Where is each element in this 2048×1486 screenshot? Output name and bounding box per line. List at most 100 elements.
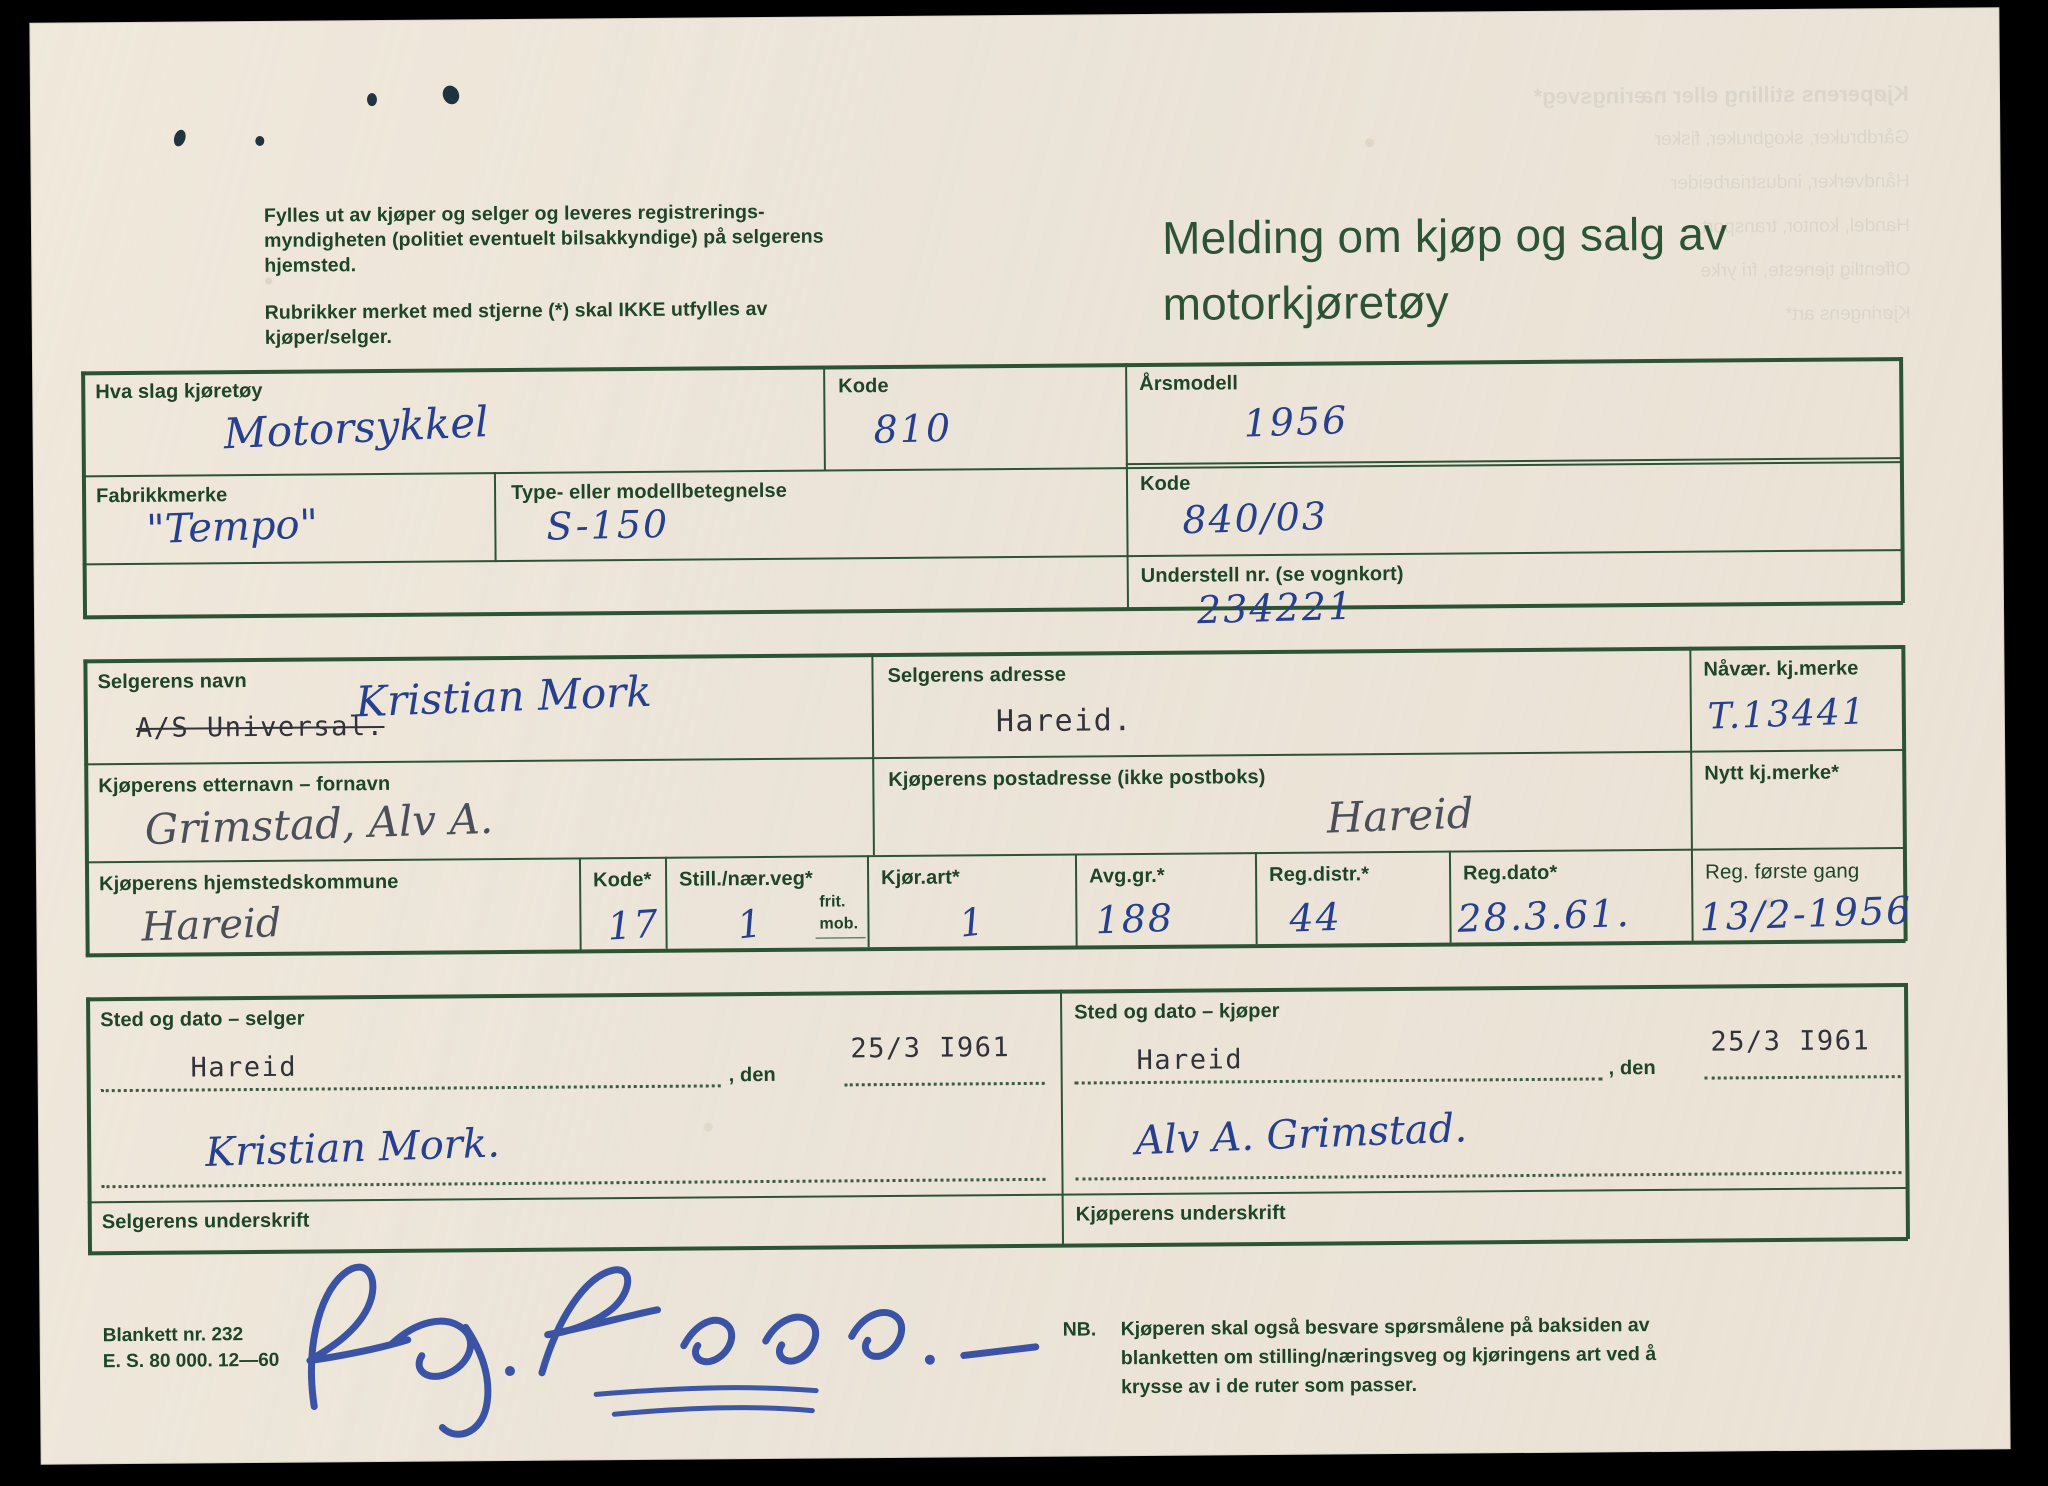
label-den-buyer: , den [1608, 1057, 1656, 1080]
fill-line-place-buyer [1074, 1077, 1603, 1085]
rule [81, 371, 88, 618]
label-buyer-signature: Kjøperens underskrift [1075, 1201, 1286, 1226]
fill-line-date-buyer [1704, 1075, 1901, 1080]
value-buyer-address: Hareid [1325, 788, 1475, 843]
label-vehicle-kind-code: Kode [838, 375, 889, 398]
rule [87, 1187, 1908, 1204]
ink-speck [171, 128, 188, 148]
rule [1125, 363, 1130, 610]
fill-line-seller-signature [101, 1177, 1046, 1189]
rule [1899, 357, 1905, 604]
rule [578, 857, 582, 950]
rule [84, 749, 1905, 766]
instructions-paragraph-1: Fylles ut av kjøper og selger og leveres… [263, 200, 824, 277]
rule [86, 983, 1906, 1002]
label-place-date-buyer: Sted og dato – kjøper [1074, 999, 1280, 1024]
nb-tag: NB. [1062, 1318, 1097, 1341]
print-run: E. S. 80 000. 12—60 [102, 1349, 280, 1373]
bleed-line: Gårdbruker, skogbruker, fisker [1654, 126, 1910, 150]
rule [86, 997, 93, 1254]
rule [1074, 853, 1078, 946]
label-seller-signature: Selgerens underskrift [101, 1209, 310, 1234]
rule [493, 472, 497, 563]
rule [84, 847, 1905, 864]
rule [823, 365, 826, 470]
label-first-reg: Reg. første gang [1704, 859, 1860, 884]
value-date-seller: 25/3 I961 [850, 1032, 1011, 1065]
label-seller-address: Selgerens adresse [887, 663, 1067, 688]
ink-speck [366, 93, 378, 107]
label-vehicle-kind: Hva slag kjøretøy [95, 379, 263, 404]
label-type-designation: Type- eller modellbetegnelse [510, 479, 788, 504]
value-make-code: 840/03 [1181, 494, 1329, 543]
page-title-line-1: Melding om kjøp og salg av [1161, 207, 1728, 264]
value-model-year: 1956 [1242, 398, 1349, 446]
rule [88, 1237, 1908, 1256]
label-new-plate: Nytt kj.merke* [1704, 761, 1840, 785]
fill-line-place-seller [100, 1084, 721, 1093]
value-seller-name-struck: A/S Universal. [135, 710, 385, 744]
value-fee-group: 188 [1094, 895, 1175, 943]
label-fee-group: Avg.gr.* [1089, 864, 1165, 888]
value-date-buyer: 25/3 I961 [1710, 1025, 1871, 1058]
rule [1689, 646, 1693, 849]
form-sheet: Kjøperens stilling eller næringsveg* Går… [30, 8, 2010, 1464]
label-driving-type: Kjør.art* [881, 866, 960, 890]
value-place-seller: Hareid [190, 1051, 298, 1084]
value-buyer-signature: Alv A. Grimstad. [1134, 1105, 1468, 1165]
ink-speck [439, 83, 462, 107]
value-seller-address: Hareid. [995, 703, 1133, 740]
rule [81, 357, 1902, 376]
label-chassis-number: Understell nr. (se vognkort) [1140, 562, 1404, 588]
label-occupation-mob: mob. [819, 915, 859, 933]
value-first-reg: 13/2-1956 [1698, 888, 1913, 940]
label-place-date-seller: Sted og dato – selger [100, 1007, 305, 1032]
label-occupation-road: Still./nær.veg* [679, 867, 813, 891]
value-vehicle-kind-code: 810 [873, 405, 953, 452]
label-occupation-frit: frit. [819, 893, 846, 911]
rule [664, 856, 668, 949]
form-number: Blankett nr. 232 [102, 1324, 244, 1347]
label-model-year: Årsmodell [1139, 372, 1239, 396]
label-municipality-code: Kode* [593, 868, 652, 892]
ink-speck [255, 135, 265, 146]
bleed-heading: Kjøperens stilling eller næringsveg* [1533, 80, 1910, 109]
rule [815, 937, 866, 939]
value-seller-signature: Kristian Mork. [204, 1120, 501, 1176]
instructions-paragraph-2: Rubrikker merket med stjerne (*) skal IK… [264, 297, 768, 349]
value-current-plate: T.13441 [1707, 691, 1868, 738]
value-reg-date: 28.3.61. [1456, 890, 1632, 941]
label-seller-name: Selgerens navn [97, 670, 247, 694]
value-type-designation: S-150 [545, 501, 670, 549]
value-place-buyer: Hareid [1136, 1044, 1244, 1077]
rule [1059, 989, 1065, 1246]
nb-note: NB. Kjøperen skal også besvare spørsmåle… [1063, 1311, 1724, 1403]
rule [82, 549, 1903, 566]
label-buyer-name: Kjøperens etternavn – fornavn [98, 772, 391, 798]
fill-line-buyer-signature [1075, 1171, 1902, 1181]
rule [1448, 850, 1452, 943]
value-buyer-name: Grimstad, Alv A. [143, 793, 494, 855]
value-vehicle-kind: Motorsykkel [222, 397, 490, 459]
value-seller-name: Kristian Mork [354, 666, 653, 727]
fill-line-date-seller [844, 1081, 1045, 1087]
label-make-code: Kode [1139, 472, 1191, 496]
rule [83, 601, 1903, 620]
label-buyer-municipality: Kjøperens hjemstedskommune [99, 870, 399, 896]
label-buyer-address: Kjøperens postadresse (ikke postboks) [888, 766, 1266, 792]
label-den-seller: , den [728, 1063, 776, 1087]
value-chassis-number: 234221 [1196, 583, 1355, 633]
form-number-block: Blankett nr. 232 E. S. 80 000. 12—60 [103, 1322, 280, 1375]
label-current-plate: Nåvær. kj.merke [1703, 657, 1859, 681]
rule [1254, 852, 1258, 945]
value-buyer-municipality: Hareid [140, 900, 283, 951]
label-reg-date: Reg.dato* [1463, 861, 1558, 885]
rule [83, 645, 1904, 664]
value-reg-district: 44 [1288, 894, 1343, 941]
instructions-block: Fylles ut av kjøper og selger og leveres… [264, 200, 825, 351]
rule [85, 939, 1906, 958]
page-title-line-2: motorkjøretøy [1162, 275, 1450, 330]
rule [81, 461, 1902, 478]
rule [83, 659, 90, 956]
